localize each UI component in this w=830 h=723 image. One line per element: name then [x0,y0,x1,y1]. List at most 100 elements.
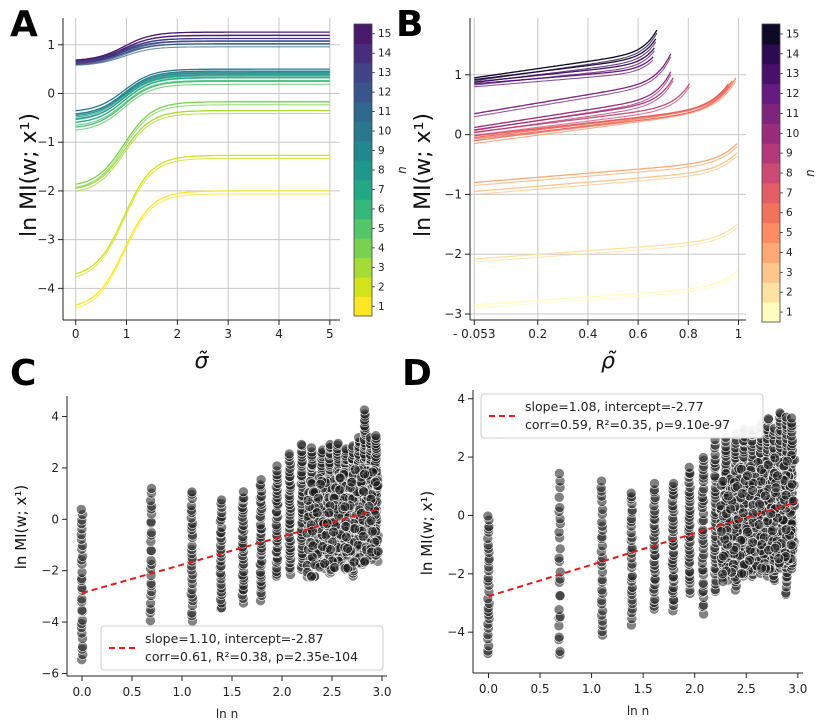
series-line-n2-pair [75,157,330,278]
scatter-point [311,507,323,518]
x-axis-label: ln n [216,707,238,721]
scatter-point [773,553,785,564]
scatter-point [335,472,346,484]
scatter-point [216,494,227,506]
scatter-point [349,464,361,475]
x-tick-label: 5 [326,327,334,341]
colorbar-tick-label: 7 [378,184,385,196]
series-line-n15-pair [474,32,658,82]
colorbar-tick-label: 12 [378,87,391,99]
scatter-point [742,526,753,538]
colorbar-segment [354,140,372,161]
scatter-point [146,483,157,494]
panel-d-chart: 0.0 0.5 1.0 1.5 2.0 2.5 3.0 −4 −2 0 2 4 ln n slope=1.… [447,390,807,718]
series-line-n10-pair [75,71,330,115]
colorbar-tick-label: 13 [786,68,799,80]
panel-c-ylabel: ln MI(w; x¹) [12,485,30,570]
scatter-point [553,631,565,643]
panel-letter-c: C [10,353,36,394]
y-tick-label: 0 [47,87,55,101]
legend-box [480,393,764,439]
x-tick-label: - 0.053 [453,327,496,341]
scatter-point [769,542,781,554]
colorbar-segment [354,121,372,142]
scatter-point [75,504,87,515]
series-line-n3-pair [474,155,738,195]
colorbar-tick-label: 14 [378,48,392,60]
series-line-n14-pair [75,37,330,65]
series-line-n2 [75,154,330,275]
colorbar-tick-label: 13 [378,67,391,79]
series-line-n5 [75,80,330,128]
scatter-point [736,488,748,499]
colorbar-tick-label: 12 [786,88,799,100]
colorbar-segment [762,63,780,85]
scatter-point [553,552,565,564]
y-tick-label: 4 [457,392,465,406]
scatter-point [349,523,361,534]
series-line-n1 [474,270,738,306]
colorbar-segment [762,242,780,263]
series-line-n15 [75,31,330,61]
scatter-point [370,430,382,441]
series-line-n8 [75,72,330,117]
y-tick-label: −3 [37,233,55,247]
scatter-point [367,526,378,537]
scatter-point [296,439,307,450]
y-tick-label: −2 [37,184,55,198]
series-line-n9-pair [474,80,674,134]
series-line-n3 [75,109,330,190]
regression-line [81,507,382,594]
y-tick-label: −4 [447,625,465,639]
scatter-point [146,527,157,538]
scatter-point [786,412,797,424]
scatter-point [313,492,324,504]
x-axis-label: ρ̃ [601,349,617,374]
series-line-n5-pair [75,83,330,131]
colorbar-segment [354,257,372,278]
colorbar-segment [762,24,780,45]
scatter-point [346,476,358,488]
scatter-point [553,604,565,615]
scatter-point [780,524,792,535]
scatter-point [786,478,798,490]
series-line-n11 [474,53,672,115]
colorbar-tick-label: 9 [378,145,385,157]
x-tick-label: 1 [735,327,743,341]
series-line-n9-pair [75,73,330,118]
scatter-point [753,519,765,530]
y-tick-label: 2 [51,461,59,475]
colorbar-segment [762,143,780,164]
scatter-point [769,452,781,464]
colorbar-tick-label: 11 [786,108,799,120]
scatter-point [683,462,695,473]
scatter-point [781,455,793,467]
colorbar-tick-label: 5 [378,223,385,235]
panel-a-ylabel: ln MI(w; x¹) [17,113,42,237]
scatter-point [255,474,267,485]
panel-letter-b: B [396,4,423,45]
scatter-point [357,531,369,542]
x-tick-label: 0.2 [528,327,547,341]
series-line-n2 [474,223,738,260]
colorbar-tick-label: 7 [786,187,793,199]
scatter-point [307,551,318,563]
series-line-n4-pair [474,146,738,187]
scatter-point [325,544,336,555]
scatter-point [307,525,318,537]
scatter-point [145,545,157,556]
scatter-point [722,490,734,502]
colorbar-segment [762,103,780,124]
colorbar-tick-label: 11 [378,106,391,118]
series-line-n7 [474,83,729,137]
series-line-n12-pair [75,43,330,66]
x-tick-label: 2.0 [685,682,704,696]
series-line-n1 [75,190,330,306]
x-tick-label: 0 [72,327,80,341]
scatter-point [238,486,249,498]
colorbar-tick-label: 9 [786,148,793,160]
scatter-point [715,526,727,537]
colorbar-segment [762,123,780,144]
scatter-point [554,646,566,657]
